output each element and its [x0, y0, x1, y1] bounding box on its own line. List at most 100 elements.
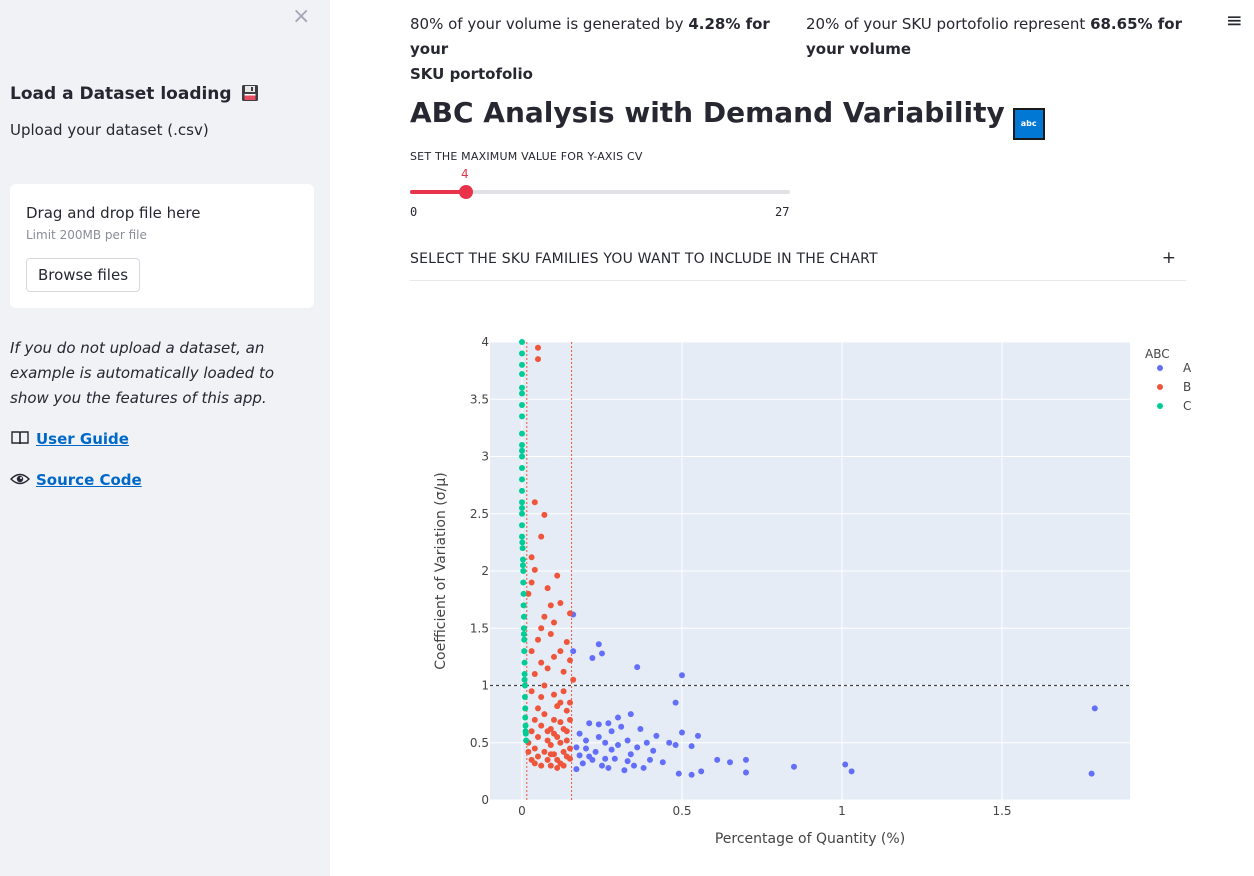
data-point-a — [714, 756, 721, 763]
abc-icon: abc — [1012, 108, 1045, 140]
data-point-b — [544, 756, 551, 763]
kpi-volume-prefix: 80% of your volume is generated by — [410, 15, 689, 33]
data-point-a — [688, 771, 695, 778]
data-point-b — [547, 630, 554, 637]
legend-label-b: B — [1183, 380, 1191, 394]
slider-track[interactable] — [410, 190, 790, 194]
data-point-c — [522, 728, 529, 735]
sku-families-expander[interactable]: SELECT THE SKU FAMILIES YOU WANT TO INCL… — [410, 240, 1186, 281]
data-point-b — [547, 742, 554, 749]
data-point-b — [538, 625, 545, 632]
data-point-c — [519, 453, 525, 460]
floppy-disk-icon — [241, 85, 258, 101]
close-sidebar-button[interactable]: × — [292, 4, 311, 29]
data-point-c — [519, 556, 526, 563]
kpi-portfolio-bold: 68.65% for — [1090, 15, 1182, 33]
y-tick-label: 0.5 — [470, 736, 489, 750]
data-point-c — [519, 539, 526, 546]
data-point-c — [521, 693, 528, 700]
data-point-b — [544, 665, 551, 672]
source-code-link[interactable]: Source Code — [10, 471, 142, 489]
data-point-b — [554, 572, 561, 579]
legend-label-c: C — [1183, 399, 1191, 413]
data-point-a — [1091, 705, 1098, 712]
data-point-a — [791, 763, 797, 770]
data-point-b — [541, 682, 548, 689]
data-point-c — [523, 737, 530, 744]
page-title: ABC Analysis with Demand Variability abc — [410, 96, 1045, 140]
user-guide-label[interactable]: User Guide — [36, 430, 129, 448]
data-point-b — [557, 600, 564, 607]
data-point-a — [743, 756, 749, 763]
data-point-a — [573, 766, 580, 773]
sidebar-heading-text: Load a Dataset loading — [10, 84, 232, 104]
data-point-c — [519, 522, 525, 529]
sidebar-subheading: Upload your dataset (.csv) — [10, 121, 209, 139]
x-tick-label: 0.5 — [672, 804, 691, 818]
hamburger-menu-icon[interactable]: ≡ — [1226, 8, 1243, 32]
data-point-a — [640, 764, 647, 771]
expander-label: SELECT THE SKU FAMILIES YOU WANT TO INCL… — [410, 251, 878, 267]
y-tick-label: 2 — [481, 564, 489, 578]
data-point-b — [528, 688, 535, 695]
y-axis-title: Coefficient of Variation (σ/μ) — [433, 472, 449, 669]
x-tick-label: 1.5 — [992, 804, 1011, 818]
data-point-c — [519, 401, 525, 408]
data-point-c — [521, 659, 528, 666]
data-point-a — [595, 641, 602, 648]
data-point-a — [653, 732, 660, 739]
data-point-c — [522, 722, 529, 729]
data-point-b — [547, 762, 554, 769]
data-point-a — [624, 758, 631, 765]
abc-scatter-chart: 0 0.5 1 1.5 0 0.5 1 1.5 2 2.5 3 3.5 4 Percentage of Q… — [433, 335, 1192, 847]
data-point-a — [573, 744, 580, 751]
data-point-b — [567, 755, 573, 762]
data-point-a — [627, 711, 634, 718]
data-point-b — [557, 739, 564, 746]
data-point-a — [643, 739, 650, 746]
source-code-label[interactable]: Source Code — [36, 471, 142, 489]
data-point-b — [538, 693, 545, 700]
book-icon — [11, 431, 29, 445]
data-point-a — [1088, 770, 1095, 777]
y-tick-label: 4 — [481, 335, 489, 349]
data-point-c — [520, 613, 527, 620]
data-point-a — [618, 723, 625, 730]
eye-icon — [10, 473, 30, 485]
data-point-c — [521, 648, 528, 655]
data-point-c — [519, 413, 525, 420]
data-point-b — [535, 734, 541, 741]
uploader-limit: Limit 200MB per file — [26, 228, 147, 242]
data-point-b — [541, 711, 548, 718]
y-tick-label: 1.5 — [470, 621, 489, 635]
data-point-b — [560, 688, 567, 695]
data-point-a — [624, 737, 631, 744]
data-point-a — [621, 767, 628, 774]
browse-files-button[interactable]: Browse files — [26, 258, 140, 292]
data-point-a — [605, 720, 612, 727]
data-point-b — [563, 728, 570, 735]
data-point-b — [560, 748, 567, 755]
data-point-b — [541, 511, 548, 518]
data-point-a — [599, 762, 605, 769]
slider-thumb[interactable] — [459, 185, 473, 199]
data-point-a — [672, 699, 679, 706]
data-point-b — [567, 657, 573, 664]
expand-plus-icon[interactable]: + — [1161, 248, 1176, 268]
data-point-c — [520, 590, 527, 597]
data-point-c — [519, 447, 525, 454]
data-point-a — [627, 751, 634, 758]
user-guide-link[interactable]: User Guide — [10, 430, 129, 448]
kpi-volume: 80% of your volume is generated by 4.28%… — [410, 12, 800, 87]
data-point-c — [519, 487, 525, 494]
data-point-b — [541, 613, 548, 620]
legend-title: ABC — [1145, 347, 1170, 361]
slider-fill — [410, 190, 466, 194]
data-point-b — [554, 764, 561, 771]
data-point-b — [554, 756, 561, 763]
file-uploader[interactable]: Drag and drop file here Limit 200MB per … — [10, 184, 314, 308]
data-point-a — [576, 752, 583, 759]
sidebar-note: If you do not upload a dataset, an examp… — [10, 339, 275, 407]
data-point-a — [599, 650, 605, 657]
x-axis-title: Percentage of Quantity (%) — [715, 831, 905, 847]
